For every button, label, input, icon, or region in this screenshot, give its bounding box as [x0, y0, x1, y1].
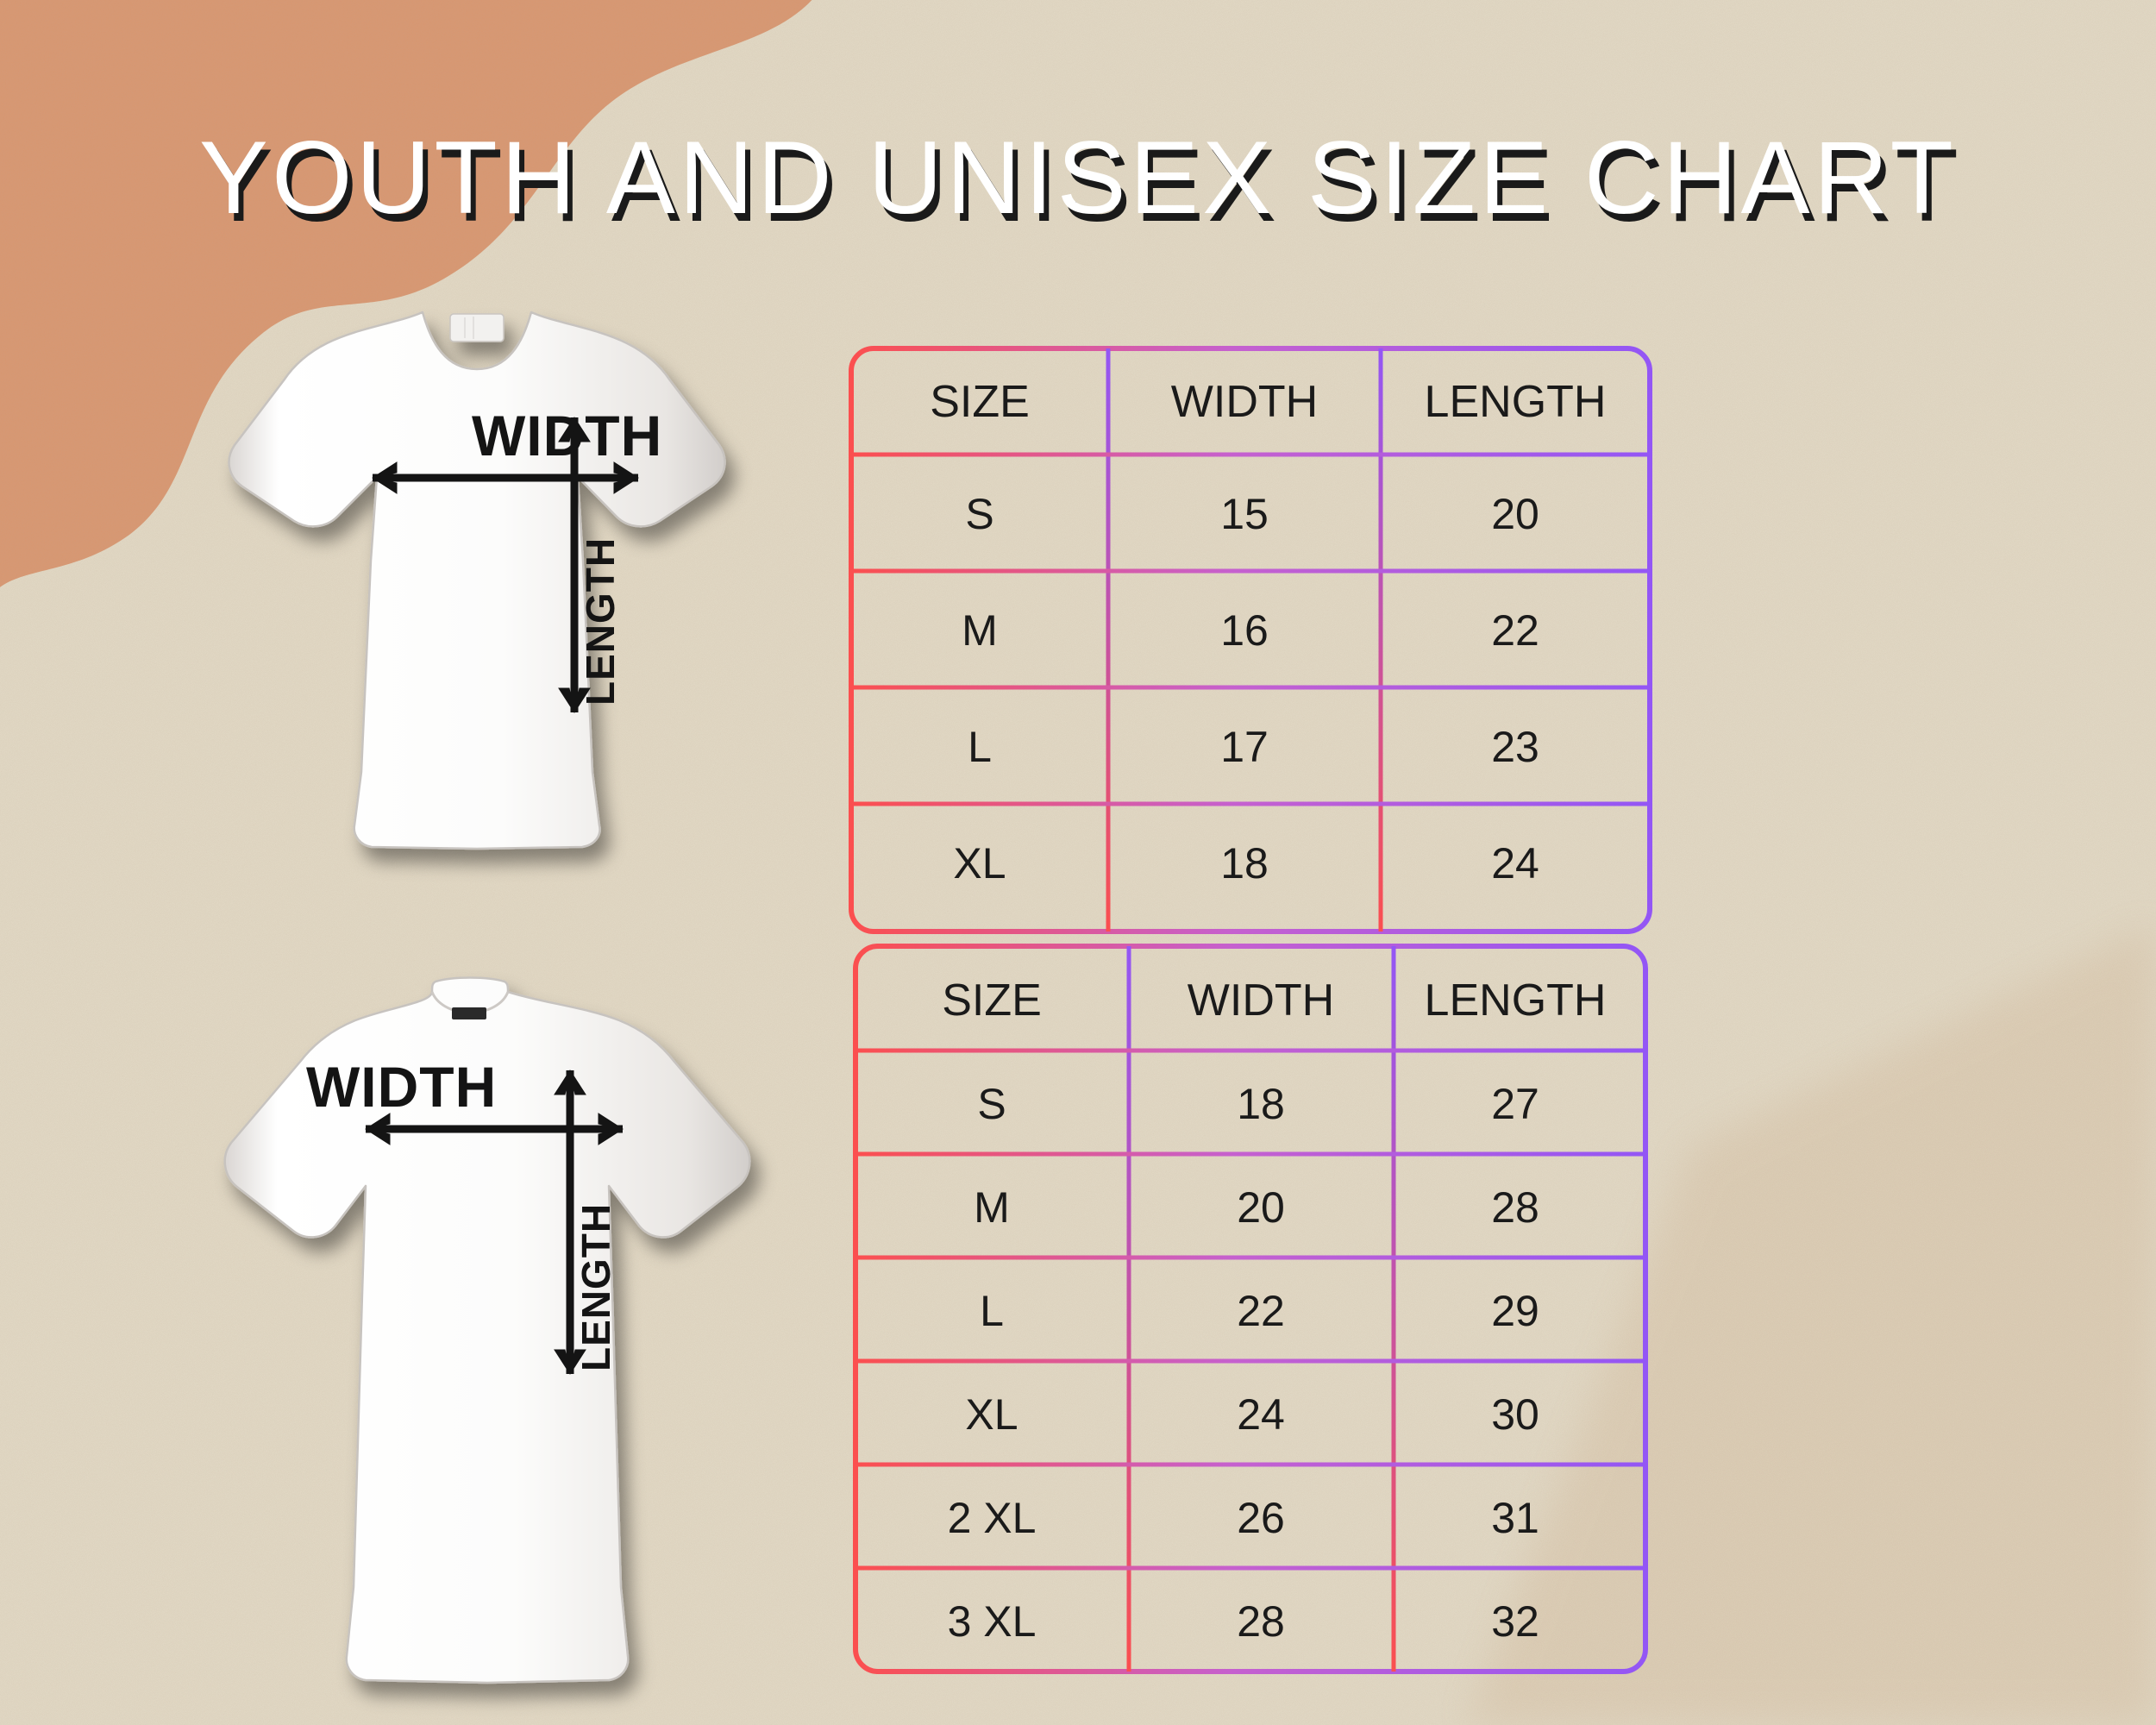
svg-text:L: L [980, 1287, 1004, 1335]
svg-text:26: 26 [1237, 1494, 1285, 1542]
svg-text:2 XL: 2 XL [948, 1494, 1037, 1542]
svg-text:28: 28 [1491, 1183, 1539, 1232]
svg-text:WIDTH: WIDTH [1188, 975, 1334, 1026]
svg-text:S: S [977, 1080, 1006, 1128]
svg-text:XL: XL [965, 1390, 1018, 1439]
svg-text:30: 30 [1491, 1390, 1539, 1439]
svg-text:28: 28 [1237, 1597, 1285, 1646]
svg-text:32: 32 [1491, 1597, 1539, 1646]
svg-text:M: M [974, 1183, 1010, 1232]
svg-text:LENGTH: LENGTH [1425, 975, 1607, 1026]
svg-text:27: 27 [1491, 1080, 1539, 1128]
svg-text:31: 31 [1491, 1494, 1539, 1542]
svg-text:29: 29 [1491, 1287, 1539, 1335]
svg-text:3 XL: 3 XL [948, 1597, 1037, 1646]
svg-text:20: 20 [1237, 1183, 1285, 1232]
svg-text:22: 22 [1237, 1287, 1285, 1335]
svg-text:18: 18 [1237, 1080, 1285, 1128]
svg-text:24: 24 [1237, 1390, 1285, 1439]
svg-text:SIZE: SIZE [942, 975, 1042, 1026]
